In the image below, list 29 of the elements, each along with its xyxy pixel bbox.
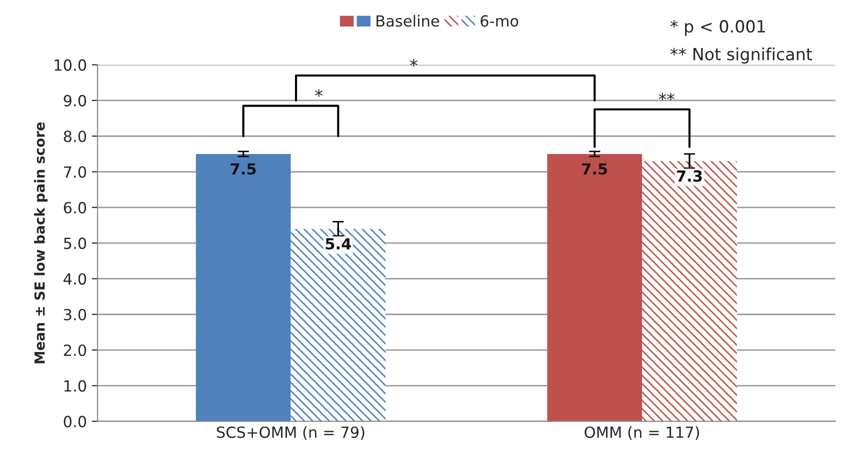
legend-label: 6-mo: [480, 15, 518, 27]
annotation: *: [315, 89, 323, 97]
x-tick-label: SCS+OMM (n = 79): [216, 426, 364, 440]
y-tick-label: 7.0: [64, 166, 86, 178]
y-tick-label: 2.0: [64, 344, 86, 356]
text: * p < 0.001: [670, 20, 765, 36]
y-tick-label: 1.0: [64, 380, 86, 392]
annotation: *: [410, 58, 418, 67]
data-label: 7.5: [582, 163, 608, 175]
bar: [196, 154, 291, 422]
y-tick-label: 4.0: [64, 273, 86, 285]
y-tick-label: 10.0: [54, 59, 86, 71]
y-tick-label: 9.0: [64, 94, 86, 106]
bar: [547, 154, 642, 422]
bar: [290, 228, 386, 422]
annotation: **: [658, 92, 674, 100]
data-label: 7.5: [230, 163, 256, 175]
y-axis-title: Mean ± SE low back pain score: [34, 122, 48, 364]
data-label: 5.4: [326, 238, 351, 250]
text: ** Not significant: [670, 48, 812, 64]
data-label: 7.3: [676, 170, 702, 182]
legend-label: Baseline: [376, 14, 440, 27]
x-tick-label: OMM (n = 117): [584, 426, 700, 440]
y-tick-label: 3.0: [64, 308, 86, 320]
bar: [642, 161, 737, 422]
y-tick-label: 6.0: [64, 202, 86, 214]
y-tick-label: 8.0: [64, 130, 86, 142]
y-tick-label: 0.0: [64, 416, 86, 428]
y-tick-label: 5.0: [64, 238, 86, 250]
